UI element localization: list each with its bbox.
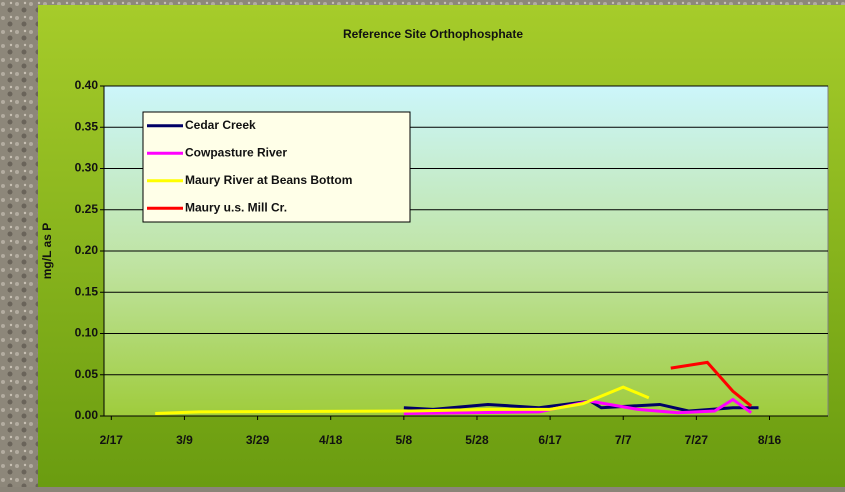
- legend-label: Cedar Creek: [185, 118, 256, 132]
- x-tick-label: 3/9: [176, 433, 193, 447]
- y-axis-label: mg/L as P: [40, 223, 54, 279]
- x-tick-label: 5/8: [395, 433, 412, 447]
- x-tick-label: 4/18: [319, 433, 343, 447]
- y-tick-label: 0.35: [75, 119, 99, 133]
- x-tick-label: 2/17: [100, 433, 124, 447]
- y-tick-label: 0.10: [75, 326, 99, 340]
- chart-title: Reference Site Orthophosphate: [343, 27, 523, 41]
- y-tick-label: 0.20: [75, 243, 99, 257]
- y-tick-label: 0.05: [75, 367, 99, 381]
- legend-label: Maury River at Beans Bottom: [185, 173, 352, 187]
- x-tick-label: 8/16: [758, 433, 782, 447]
- chart: Reference Site Orthophosphate mg/L as P …: [0, 0, 845, 487]
- x-tick-label: 7/27: [685, 433, 709, 447]
- x-tick-label: 5/28: [465, 433, 489, 447]
- x-tick-label: 6/17: [538, 433, 562, 447]
- y-tick-label: 0.15: [75, 284, 99, 298]
- y-tick-label: 0.25: [75, 202, 99, 216]
- y-tick-label: 0.40: [75, 78, 99, 92]
- legend-label: Cowpasture River: [185, 145, 287, 159]
- x-tick-label: 3/29: [246, 433, 270, 447]
- y-tick-label: 0.30: [75, 161, 99, 175]
- y-tick-label: 0.00: [75, 408, 99, 422]
- legend-label: Maury u.s. Mill Cr.: [185, 200, 287, 214]
- x-tick-label: 7/7: [615, 433, 632, 447]
